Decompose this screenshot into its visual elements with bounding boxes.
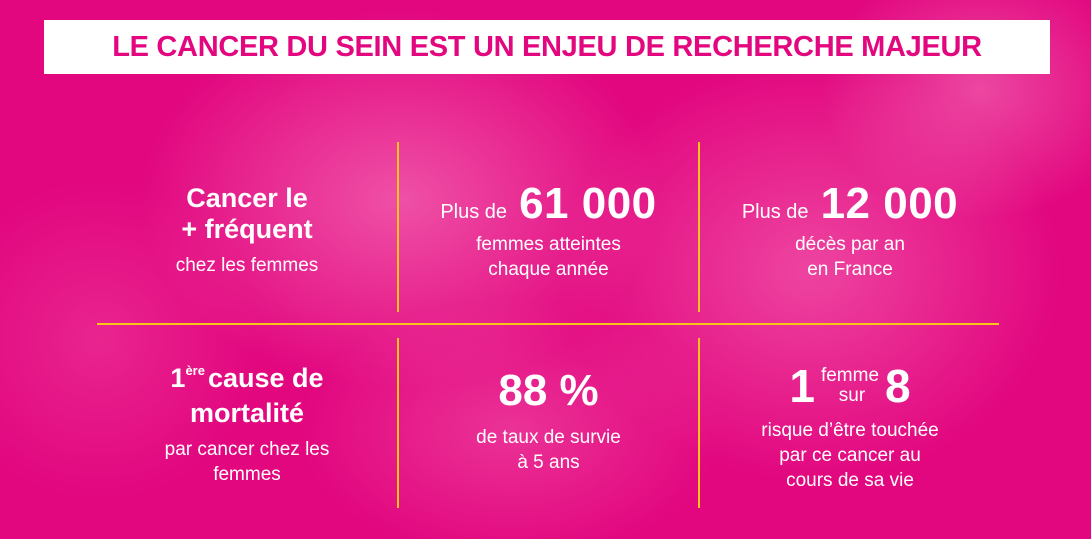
stat-word: sur	[838, 384, 866, 406]
stat-value: 88 %	[498, 366, 599, 415]
vertical-divider	[698, 338, 700, 508]
stat-caption: par ce cancer au	[779, 444, 921, 466]
stat-ordinal-suffix: ère	[185, 363, 205, 378]
stat-headline: + fréquent	[181, 213, 313, 244]
stat-caption: chaque année	[488, 259, 609, 280]
stat-word: femme	[820, 364, 880, 386]
stat-caption: femmes	[213, 464, 281, 485]
stat-caption: décès par an	[795, 234, 905, 255]
stat-caption: risque d’être touchée	[761, 419, 939, 441]
stat-caption: femmes atteintes	[476, 234, 621, 255]
stat-headline: cause de	[207, 363, 324, 393]
stat-caption: cours de sa vie	[786, 469, 914, 491]
background-photo-shape	[560, 60, 1060, 480]
stat-most-frequent: Cancer le + fréquent chez les femmes	[97, 165, 397, 295]
stat-value: 8	[885, 359, 911, 412]
background-photo-shape	[0, 180, 260, 500]
background-photo-shape	[300, 300, 720, 539]
stat-fraction: 1 femme sur 8	[789, 358, 910, 414]
stat-caption: de taux de survie	[476, 427, 621, 448]
horizontal-divider	[97, 323, 999, 325]
stat-deaths: Plus de 12 000 décès par an en France	[700, 165, 1000, 295]
stat-headline: Cancer le	[186, 182, 308, 213]
stat-caption: à 5 ans	[517, 452, 580, 473]
stat-survival: 88 % de taux de survie à 5 ans	[399, 355, 698, 485]
stat-mortality: 1ère cause de mortalité par cancer chez l…	[97, 355, 397, 495]
stat-risk: 1 femme sur 8 risque d’être touchée par …	[700, 350, 1000, 500]
vertical-divider	[698, 142, 700, 312]
stat-headline: mortalité	[189, 398, 305, 428]
stat-women-affected: Plus de 61 000 femmes atteintes chaque a…	[399, 165, 698, 295]
title-banner: LE CANCER DU SEIN EST UN ENJEU DE RECHER…	[44, 20, 1050, 74]
stat-caption: chez les femmes	[175, 254, 319, 276]
vertical-divider	[397, 338, 399, 508]
page-title: LE CANCER DU SEIN EST UN ENJEU DE RECHER…	[112, 30, 982, 63]
stat-prefix: Plus de	[741, 201, 809, 223]
stat-value: 61 000	[519, 179, 657, 228]
vertical-divider	[397, 142, 399, 312]
stat-value: 12 000	[820, 179, 959, 228]
stat-value: 1	[789, 359, 815, 412]
stat-ordinal: 1	[170, 363, 186, 393]
stat-prefix: Plus de	[440, 201, 508, 223]
stat-caption: par cancer chez les	[164, 439, 330, 460]
stat-caption: en France	[807, 259, 893, 280]
